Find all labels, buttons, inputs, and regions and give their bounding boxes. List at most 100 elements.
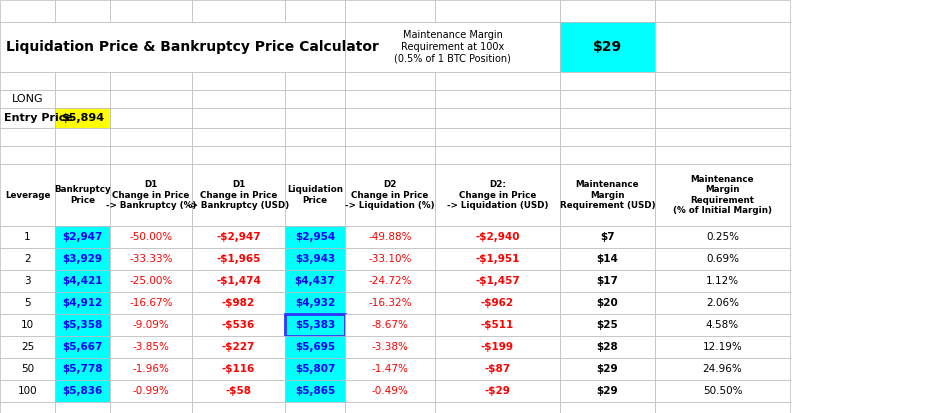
Text: -9.09%: -9.09% <box>133 320 169 330</box>
Text: D2:
Change in Price
-> Liquidation (USD): D2: Change in Price -> Liquidation (USD) <box>447 180 549 210</box>
Bar <box>560 90 655 108</box>
Bar <box>560 358 655 380</box>
Bar <box>560 108 655 128</box>
Text: D1
Change in Price
-> Bankruptcy (%): D1 Change in Price -> Bankruptcy (%) <box>105 180 196 210</box>
Bar <box>560 128 655 146</box>
Bar <box>55 292 110 314</box>
Text: $29: $29 <box>593 40 622 54</box>
Bar <box>435 292 560 314</box>
Text: 24.96%: 24.96% <box>702 364 742 374</box>
Bar <box>655 164 790 226</box>
Text: 3: 3 <box>24 276 30 286</box>
Bar <box>560 270 655 292</box>
Bar <box>285 292 345 314</box>
Text: -$116: -$116 <box>222 364 255 374</box>
Bar <box>285 314 345 336</box>
Bar <box>655 108 790 128</box>
Bar <box>110 402 192 413</box>
Bar <box>192 380 285 402</box>
Bar <box>435 226 560 248</box>
Bar <box>435 146 560 164</box>
Bar <box>0 336 55 358</box>
Text: -3.85%: -3.85% <box>133 342 170 352</box>
Bar <box>55 0 110 22</box>
Bar <box>192 128 285 146</box>
Text: $4,437: $4,437 <box>295 276 335 286</box>
Bar <box>435 164 560 226</box>
Text: $28: $28 <box>597 342 619 352</box>
Bar <box>0 72 55 90</box>
Text: $29: $29 <box>597 386 619 396</box>
Bar <box>110 90 192 108</box>
Bar <box>345 146 435 164</box>
Text: -33.33%: -33.33% <box>129 254 173 264</box>
Bar <box>285 146 345 164</box>
Text: $5,778: $5,778 <box>63 364 102 374</box>
Bar <box>345 314 435 336</box>
Bar <box>285 128 345 146</box>
Bar <box>560 22 655 72</box>
Bar <box>285 402 345 413</box>
Bar <box>110 270 192 292</box>
Text: $7: $7 <box>600 232 615 242</box>
Bar <box>55 380 110 402</box>
Text: -$2,940: -$2,940 <box>475 232 520 242</box>
Text: -50.00%: -50.00% <box>129 232 173 242</box>
Bar <box>285 358 345 380</box>
Text: -0.49%: -0.49% <box>372 386 408 396</box>
Bar <box>560 146 655 164</box>
Text: Leverage: Leverage <box>5 190 50 199</box>
Bar <box>435 128 560 146</box>
Bar <box>192 90 285 108</box>
Text: 50: 50 <box>21 364 34 374</box>
Bar <box>560 164 655 226</box>
Bar <box>0 226 55 248</box>
Bar <box>192 314 285 336</box>
Bar <box>0 0 55 22</box>
Text: $5,894: $5,894 <box>61 113 104 123</box>
Text: Bankruptcy
Price: Bankruptcy Price <box>54 185 111 205</box>
Bar <box>435 270 560 292</box>
Text: -$1,951: -$1,951 <box>475 254 520 264</box>
Bar <box>110 314 192 336</box>
Text: -$227: -$227 <box>222 342 255 352</box>
Text: -1.96%: -1.96% <box>133 364 170 374</box>
Text: -16.67%: -16.67% <box>129 298 173 308</box>
Text: $5,695: $5,695 <box>295 342 335 352</box>
Text: -0.99%: -0.99% <box>133 386 169 396</box>
Bar <box>110 108 192 128</box>
Bar <box>435 402 560 413</box>
Bar <box>0 164 55 226</box>
Text: $3,929: $3,929 <box>63 254 102 264</box>
Bar <box>435 90 560 108</box>
Bar <box>110 0 192 22</box>
Bar <box>192 358 285 380</box>
Bar <box>560 380 655 402</box>
Bar <box>192 248 285 270</box>
Text: $5,667: $5,667 <box>63 342 102 352</box>
Text: -$536: -$536 <box>222 320 255 330</box>
Bar <box>655 292 790 314</box>
Bar <box>55 402 110 413</box>
Text: $25: $25 <box>597 320 619 330</box>
Bar <box>55 72 110 90</box>
Bar <box>285 270 345 292</box>
Text: $29: $29 <box>597 364 619 374</box>
Bar <box>655 248 790 270</box>
Bar <box>345 164 435 226</box>
Bar <box>0 402 55 413</box>
Bar <box>560 72 655 90</box>
Text: $4,421: $4,421 <box>63 276 102 286</box>
Bar <box>345 292 435 314</box>
Text: -$29: -$29 <box>485 386 511 396</box>
Bar <box>192 108 285 128</box>
Bar <box>110 380 192 402</box>
Text: Maintenance Margin
Requirement at 100x
(0.5% of 1 BTC Position): Maintenance Margin Requirement at 100x (… <box>394 31 511 64</box>
Bar <box>0 358 55 380</box>
Bar <box>110 72 192 90</box>
Bar <box>345 128 435 146</box>
Text: -3.38%: -3.38% <box>372 342 408 352</box>
Bar <box>0 270 55 292</box>
Bar <box>655 270 790 292</box>
Bar <box>345 358 435 380</box>
